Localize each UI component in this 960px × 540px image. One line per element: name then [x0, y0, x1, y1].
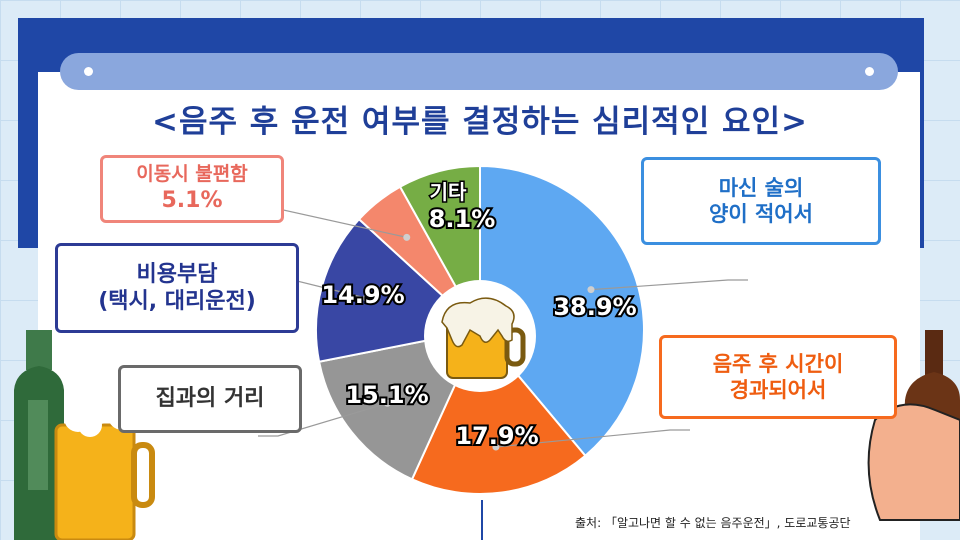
slice-value-label: 17.9%: [455, 422, 538, 450]
callout-line2: 5.1%: [161, 188, 223, 214]
callout-line2: 양이 적어서: [709, 202, 813, 226]
leader-line: [258, 402, 388, 437]
callout-time-passed: 음주 후 시간이 경과되어서: [659, 335, 897, 419]
callout-line1: 집과의 거리: [155, 386, 265, 412]
leader-line: [495, 429, 690, 448]
callout-cost: 비용부담 (택시, 대리운전): [55, 243, 299, 333]
callout-drink-less: 마신 술의 양이 적어서: [641, 157, 881, 245]
leader-dot: [362, 294, 370, 302]
leader-dot: [492, 443, 500, 451]
pill-dot-left: [84, 67, 93, 76]
pill-dot-right: [865, 67, 874, 76]
soju-bottle-illustration: [14, 330, 64, 540]
title-pill: [60, 53, 898, 90]
page-title: <음주 후 운전 여부를 결정하는 심리적인 요인>: [151, 104, 809, 140]
source-note: 출처: 「알고나면 할 수 없는 음주운전」, 도로교통공단: [575, 516, 851, 530]
callout-line1: 이동시 불편함: [136, 163, 248, 186]
callout-line2: 경과되어서: [729, 378, 827, 402]
callout-line1: 음주 후 시간이: [712, 351, 844, 376]
callout-line1: 마신 술의: [718, 175, 804, 200]
callout-inconvenience: 이동시 불편함 5.1%: [100, 155, 284, 223]
pie-slice: [479, 164, 645, 458]
leader-line: [590, 279, 748, 291]
slice-value-label: 14.9%: [321, 281, 404, 309]
slice-value-label: 38.9%: [553, 293, 636, 321]
slice-value-label: 15.1%: [345, 381, 428, 409]
callout-line1: 비용부담: [136, 261, 218, 287]
other-slice-label: 기타: [430, 180, 467, 204]
slice-value-labels: 38.9% 17.9% 15.1% 14.9% 8.1%: [319, 203, 638, 452]
pie-slice: [410, 328, 587, 495]
leader-dot: [403, 233, 411, 241]
leader-dot: [383, 399, 391, 407]
leader-dot: [587, 286, 595, 294]
callout-distance: 집과의 거리: [118, 365, 302, 433]
callout-line2: (택시, 대리운전): [98, 289, 256, 314]
center-beer-icon: [424, 280, 536, 392]
slice-value-label: 8.1%: [429, 205, 496, 233]
bottom-divider-line: [481, 500, 483, 540]
